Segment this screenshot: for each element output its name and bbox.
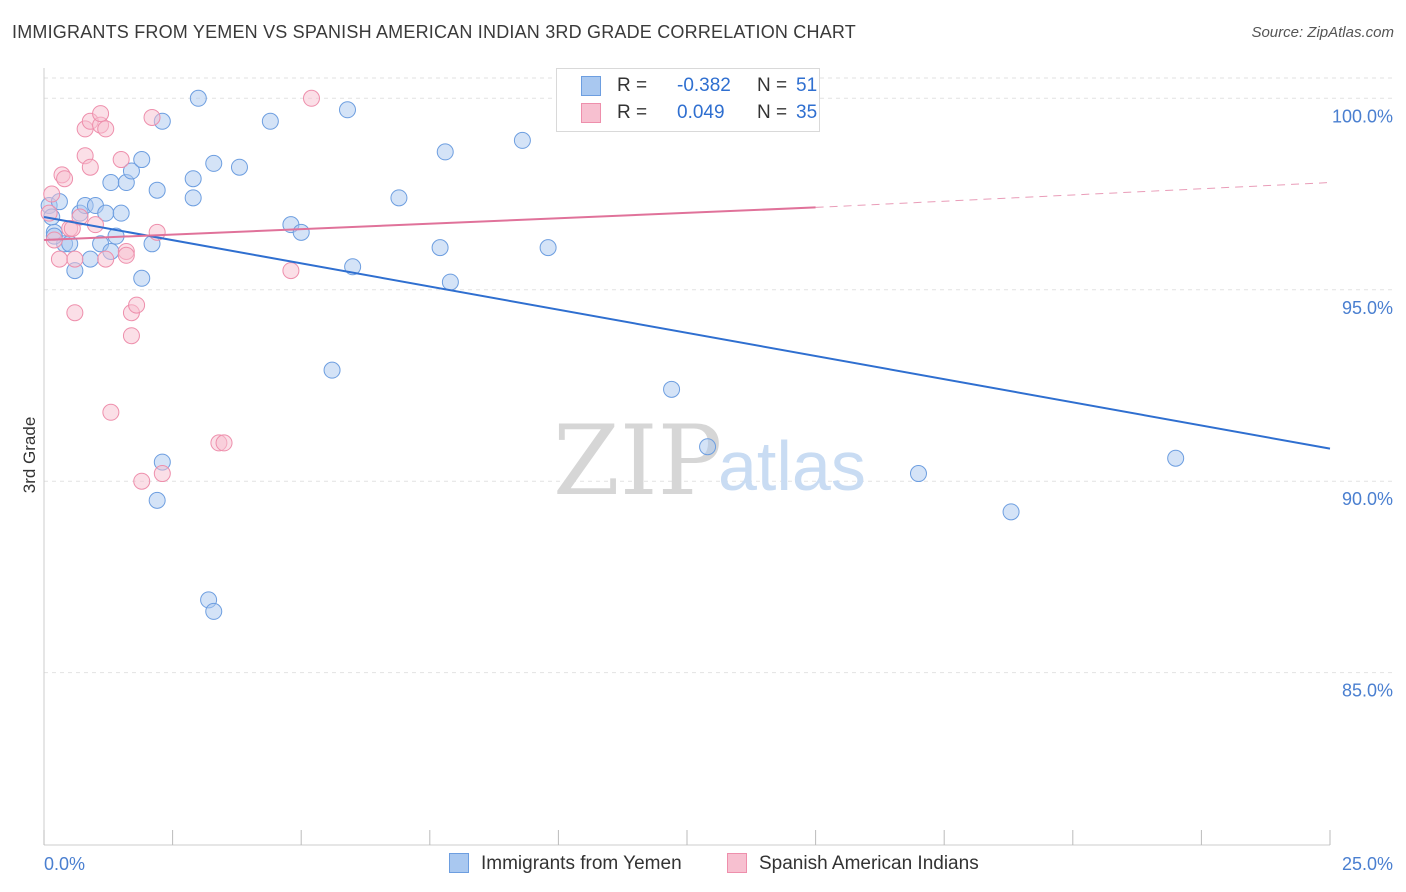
data-point-yemen xyxy=(344,258,362,276)
data-point-spanish-american-indians xyxy=(81,158,99,176)
y-tick-label: 90.0% xyxy=(1342,489,1393,509)
data-point-spanish-american-indians xyxy=(282,262,300,280)
data-point-spanish-american-indians xyxy=(133,472,151,490)
data-point-yemen xyxy=(663,380,681,398)
data-point-spanish-american-indians xyxy=(112,151,130,169)
data-point-yemen xyxy=(699,438,717,456)
data-point-yemen xyxy=(1167,449,1185,467)
watermark: ZIP atlas xyxy=(553,405,866,517)
data-point-yemen xyxy=(513,131,531,149)
data-point-yemen xyxy=(323,361,341,379)
legend-n-value: 35 xyxy=(796,102,818,123)
data-point-yemen xyxy=(189,89,207,107)
legend-r-value: -0.382 xyxy=(677,75,731,96)
data-point-yemen xyxy=(431,239,449,257)
data-point-yemen xyxy=(230,158,248,176)
series-label-spanish-american-indians: Spanish American Indians xyxy=(759,853,979,874)
data-point-yemen xyxy=(436,143,454,161)
data-point-spanish-american-indians xyxy=(153,465,171,483)
data-point-yemen xyxy=(205,602,223,620)
trend-line-yemen xyxy=(43,216,1331,450)
data-point-yemen xyxy=(205,154,223,172)
data-point-yemen xyxy=(122,162,140,180)
series-swatch-spanish-american-indians xyxy=(727,853,747,873)
stats-legend: R = -0.382 N = 51 R = 0.049 N = 35 xyxy=(556,68,820,132)
source-note: Source: ZipAtlas.com xyxy=(1251,24,1394,41)
data-point-yemen xyxy=(184,189,202,207)
data-point-spanish-american-indians xyxy=(215,434,233,452)
data-point-yemen xyxy=(292,223,310,241)
legend-n-label: N = xyxy=(757,102,788,123)
chart-title: IMMIGRANTS FROM YEMEN VS SPANISH AMERICA… xyxy=(12,22,856,42)
data-point-spanish-american-indians xyxy=(92,105,110,123)
data-point-yemen xyxy=(133,269,151,287)
data-point-spanish-american-indians xyxy=(143,108,161,126)
data-point-spanish-american-indians xyxy=(122,327,140,345)
data-point-yemen xyxy=(1002,503,1020,521)
y-tick-label: 85.0% xyxy=(1342,681,1393,701)
data-point-spanish-american-indians xyxy=(128,296,146,314)
y-tick-labels: 100.0% 95.0% 90.0% 85.0% xyxy=(1332,106,1393,700)
trend-lines xyxy=(43,182,1331,450)
watermark-zip: ZIP xyxy=(553,405,722,517)
data-point-yemen xyxy=(338,101,356,119)
y-axis-label: 3rd Grade xyxy=(20,417,39,494)
data-point-spanish-american-indians xyxy=(66,304,84,322)
legend-r-label: R = xyxy=(617,102,648,123)
data-point-yemen xyxy=(148,181,166,199)
legend-r-label: R = xyxy=(617,75,648,96)
legend-r-value: 0.049 xyxy=(677,102,725,123)
data-point-spanish-american-indians xyxy=(43,185,61,203)
y-tick-label: 100.0% xyxy=(1332,106,1393,126)
data-point-yemen xyxy=(441,273,459,291)
data-point-yemen xyxy=(148,491,166,509)
data-point-spanish-american-indians xyxy=(102,403,120,421)
legend-swatch-spanish-american-indians xyxy=(581,103,601,123)
data-point-yemen xyxy=(539,239,557,257)
trend-line-spanish-american-indians xyxy=(43,206,816,241)
series-swatch-yemen xyxy=(449,853,469,873)
y-tick-label: 95.0% xyxy=(1342,298,1393,318)
legend-n-value: 51 xyxy=(796,75,818,96)
data-point-yemen xyxy=(909,465,927,483)
data-point-spanish-american-indians xyxy=(97,250,115,268)
watermark-atlas: atlas xyxy=(718,427,866,505)
data-points xyxy=(40,89,1185,620)
data-point-spanish-american-indians xyxy=(50,250,68,268)
data-point-yemen xyxy=(184,170,202,188)
data-point-yemen xyxy=(112,204,130,222)
data-point-yemen xyxy=(102,174,120,192)
data-point-spanish-american-indians xyxy=(71,208,89,226)
legend-swatch-yemen xyxy=(581,76,601,96)
data-point-spanish-american-indians xyxy=(302,89,320,107)
legend-n-label: N = xyxy=(757,75,788,96)
data-point-yemen xyxy=(81,250,99,268)
data-point-spanish-american-indians xyxy=(97,120,115,138)
data-point-yemen xyxy=(133,151,151,169)
data-point-spanish-american-indians xyxy=(56,170,74,188)
series-label-yemen: Immigrants from Yemen xyxy=(481,853,682,874)
data-point-yemen xyxy=(390,189,408,207)
trend-line-extension-spanish-american-indians xyxy=(815,182,1331,208)
data-point-spanish-american-indians xyxy=(66,250,84,268)
data-point-yemen xyxy=(261,112,279,130)
x-tick-label-min: 0.0% xyxy=(44,854,85,874)
data-point-spanish-american-indians xyxy=(117,246,135,264)
x-tick-label-max: 25.0% xyxy=(1342,854,1393,874)
